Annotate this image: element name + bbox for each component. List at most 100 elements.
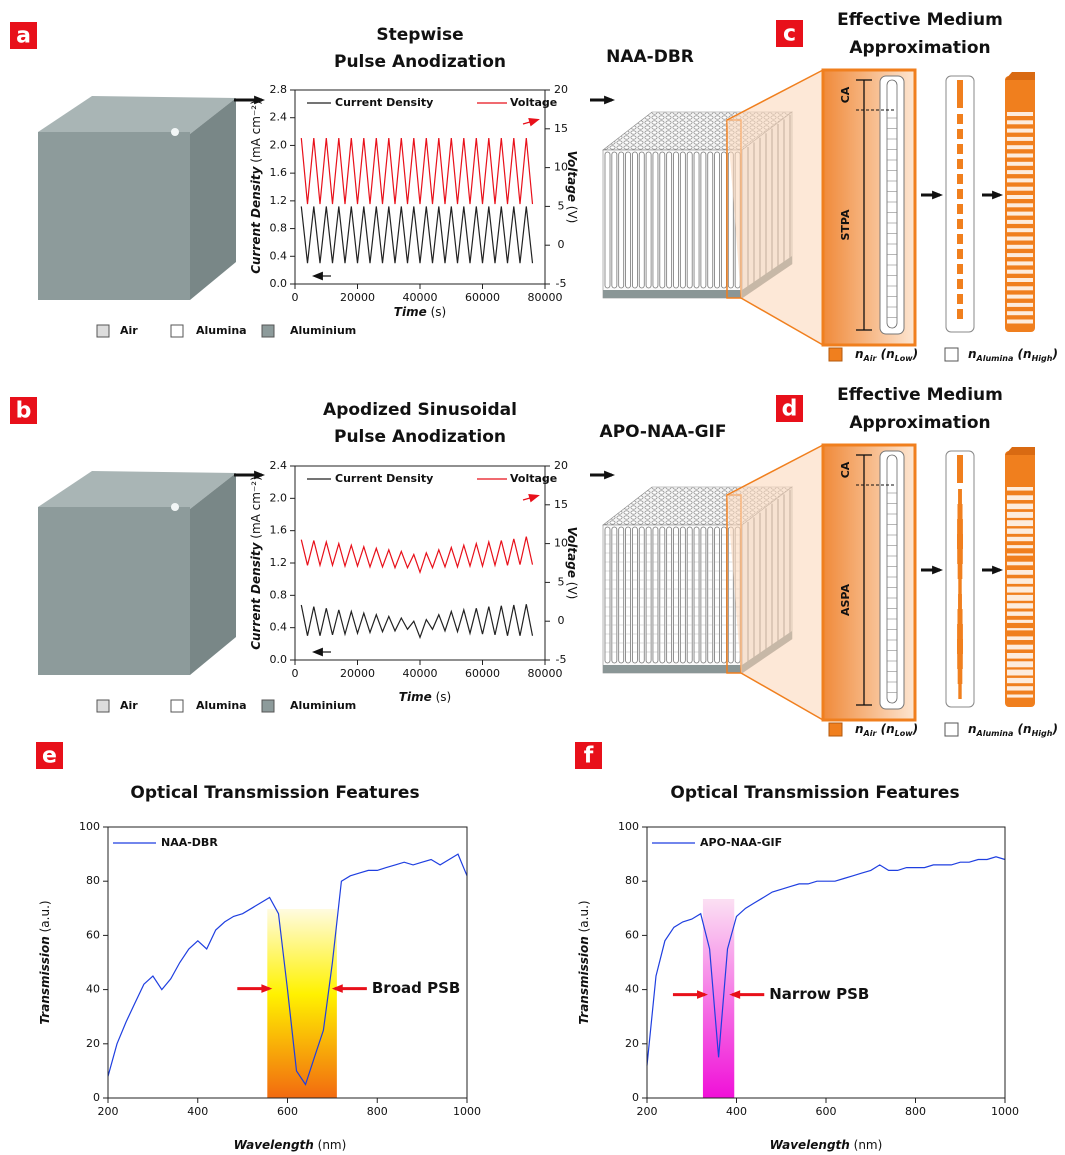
index-label: nAir (nLow): [855, 722, 918, 738]
y-tick-label: 0.0: [270, 653, 288, 666]
arrow-head: [932, 190, 943, 200]
axis-label-unit: (s): [427, 305, 446, 319]
chart-title: Pulse Anodization: [334, 52, 506, 72]
ema-seg: [957, 309, 963, 319]
pore: [679, 151, 686, 289]
stripe: [1007, 636, 1033, 641]
ema-seg: [957, 519, 963, 534]
product-name: APO-NAA-GIF: [600, 422, 727, 442]
ema-seg: [957, 249, 963, 259]
y-tick-label: 0.8: [270, 222, 288, 235]
axis-label: Voltage (V): [566, 527, 580, 600]
axis-label-unit: (a.u.): [577, 900, 591, 936]
y-tick-label: 1.6: [270, 166, 288, 179]
stripe: [1007, 586, 1033, 593]
ema-seg: [957, 234, 963, 244]
y2-tick-label: 15: [554, 122, 568, 135]
stripe: [1007, 520, 1033, 527]
index-label: nAir (nLow): [855, 347, 918, 363]
pore: [645, 151, 652, 289]
chart: Stepwise Pulse Anodization 0 20000 40000 6000…: [249, 25, 580, 319]
material-label: Aluminium: [290, 324, 356, 337]
y-tick-label: 80: [86, 874, 100, 887]
pore: [666, 151, 673, 289]
axis-label-name: Transmission: [577, 936, 591, 1024]
y2-tick-label: 20: [554, 459, 568, 472]
ema-seg: [958, 579, 962, 594]
swatch-high: [944, 347, 959, 362]
arrow-head: [254, 95, 265, 105]
x-tick-label: 60000: [465, 667, 500, 680]
pore: [618, 151, 625, 289]
stripe: [1007, 253, 1033, 258]
stripe: [1007, 661, 1033, 668]
y-tick-label: 1.2: [270, 194, 288, 207]
pore: [679, 526, 686, 664]
arrow-head: [254, 470, 265, 480]
axis-label-unit: (nm): [850, 1138, 882, 1152]
ema-seg: [957, 609, 963, 624]
text-part: (: [1013, 347, 1023, 361]
y-tick-label: 0: [632, 1091, 639, 1104]
cube-side: [190, 98, 236, 300]
y-tick-label: 2.4: [270, 111, 288, 124]
stripe: [1007, 653, 1033, 659]
pore: [604, 151, 611, 289]
ema-seg: [957, 654, 963, 669]
pore: [652, 151, 659, 289]
pore-zoom-inner: [886, 79, 898, 329]
x-tick-label: 60000: [465, 291, 500, 304]
text-part: ): [1051, 722, 1057, 736]
chart-title: Optical Transmission Features: [130, 783, 419, 803]
stripe: [1007, 228, 1033, 233]
legend-label: Voltage: [510, 96, 557, 109]
arrow-head: [932, 565, 943, 575]
y2-tick-label: 20: [554, 83, 568, 96]
stripe: [1007, 244, 1033, 249]
arrow-head: [312, 647, 323, 657]
stripe-top: [1005, 72, 1035, 80]
x-tick-label: 20000: [340, 291, 375, 304]
axis-label: Wavelength (nm): [770, 1138, 883, 1152]
axis-label-unit: (mA cm⁻²): [249, 100, 263, 166]
pore: [714, 151, 720, 289]
stripe: [1007, 211, 1033, 216]
x-tick-label: 800: [367, 1105, 388, 1118]
pore: [632, 151, 638, 289]
text-part: n: [855, 347, 864, 361]
zoom-edge: [726, 444, 824, 496]
pore: [714, 526, 720, 664]
index-label: nAlumina (nHigh): [968, 722, 1058, 738]
pore: [686, 151, 693, 289]
y2-tick-label: 5: [558, 575, 565, 588]
axis-label: Current Density (mA cm⁻²): [249, 476, 263, 650]
stripe: [1007, 594, 1033, 601]
stripe: [1007, 219, 1033, 224]
stripe: [1007, 236, 1033, 241]
chart-title: Optical Transmission Features: [670, 783, 959, 803]
axis-label-unit: (nm): [314, 1138, 346, 1152]
x-tick-label: 0: [292, 291, 299, 304]
stripe: [1007, 278, 1033, 282]
arrow-head: [528, 118, 540, 127]
cube-spot: [171, 503, 179, 511]
ema-seg: [957, 294, 963, 304]
series-line: [300, 138, 534, 205]
chart-title: Stepwise: [376, 25, 463, 45]
axis-label: Transmission (a.u.): [577, 900, 591, 1024]
ema-title: Approximation: [849, 413, 990, 433]
ema-seg: [957, 159, 963, 169]
panel-label-box: [10, 397, 37, 424]
x-tick-label: 1000: [453, 1105, 481, 1118]
arrow-head: [261, 984, 273, 993]
y-tick-label: 40: [625, 983, 639, 996]
stripe: [1007, 170, 1033, 175]
stripe: [1007, 286, 1033, 291]
ema-seg: [957, 114, 963, 124]
stripe: [1007, 145, 1033, 150]
stripe: [1007, 561, 1033, 566]
ema-seg: [958, 684, 962, 699]
swatch-aluminium: [261, 324, 275, 338]
stripe: [1007, 619, 1033, 623]
axis-label-name: Wavelength: [770, 1138, 850, 1152]
